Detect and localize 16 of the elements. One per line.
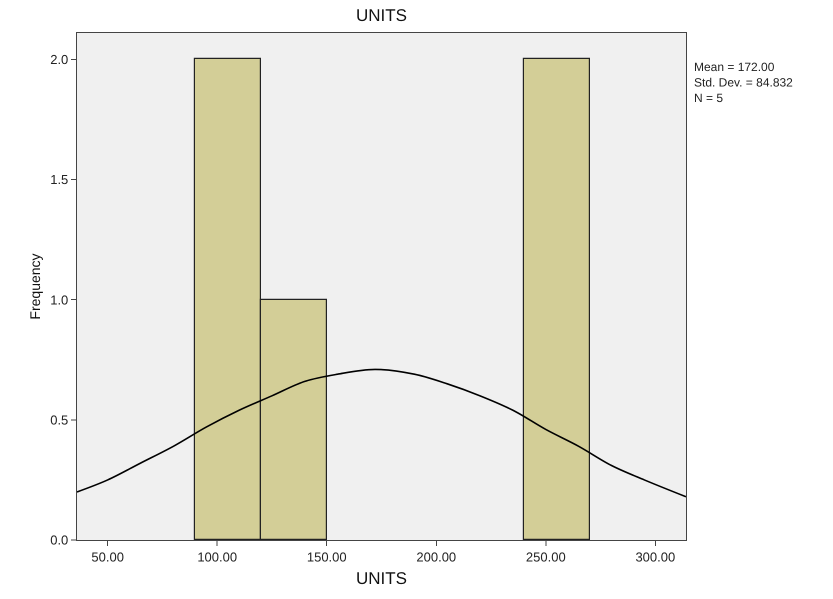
- y-tick-label: 1.0: [50, 292, 68, 308]
- x-tick-label: 250.00: [526, 550, 566, 565]
- y-tick-label: 1.5: [50, 172, 68, 188]
- x-axis-title: UNITS: [356, 569, 407, 588]
- x-tick-label: 300.00: [635, 550, 676, 565]
- y-tick-label: 0.0: [50, 532, 68, 548]
- x-tick-label: 150.00: [306, 550, 347, 565]
- x-tick-label: 200.00: [416, 550, 456, 565]
- chart-title: UNITS: [356, 6, 407, 25]
- text: Mean = 172.00 Std. Dev. = 84.832 N = 5: [694, 60, 794, 106]
- y-axis-title: Frequency: [26, 253, 43, 320]
- x-tick-label: 50.00: [91, 550, 124, 565]
- line-series: [77, 368, 686, 498]
- y-tick-label: 0.5: [50, 412, 68, 428]
- x-tick-label: 100.00: [197, 550, 238, 565]
- y-tick-label: 2.0: [50, 52, 68, 67]
